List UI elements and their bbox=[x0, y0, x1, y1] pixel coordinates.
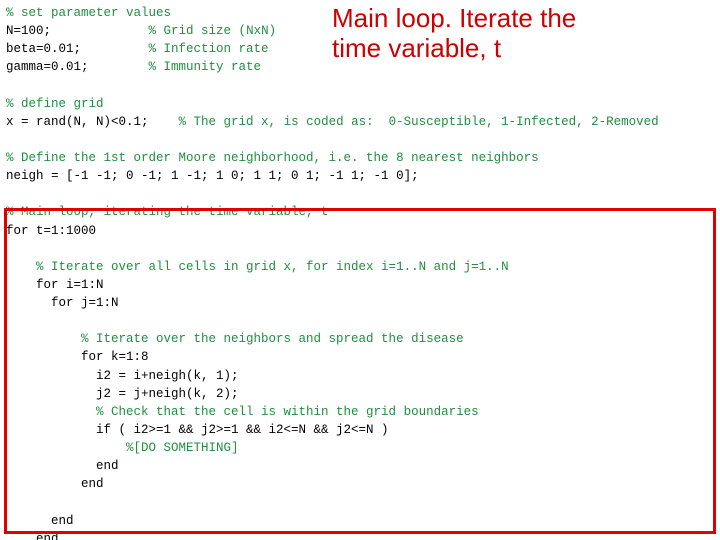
code-comment: % The grid x, is coded as: 0-Susceptible… bbox=[179, 115, 659, 129]
code-line: end bbox=[6, 477, 104, 491]
code-line: neigh = [-1 -1; 0 -1; 1 -1; 1 0; 1 1; 0 … bbox=[6, 169, 419, 183]
code-comment: % Infection rate bbox=[149, 42, 269, 56]
code-line: % Iterate over all cells in grid x, for … bbox=[6, 260, 509, 274]
code-line: % Main loop, iterating the time variable… bbox=[6, 205, 329, 219]
code-line: for i=1:N bbox=[6, 278, 104, 292]
code-line: x = rand(N, N)<0.1; bbox=[6, 115, 149, 129]
code-line: for j=1:N bbox=[6, 296, 119, 310]
code-line: %[DO SOMETHING] bbox=[6, 441, 239, 455]
annotation-line1: Main loop. Iterate the bbox=[332, 3, 576, 33]
code-line: % Define the 1st order Moore neighborhoo… bbox=[6, 151, 539, 165]
code-line: beta=0.01; bbox=[6, 42, 81, 56]
code-line: % Iterate over the neighbors and spread … bbox=[6, 332, 464, 346]
code-line: % define grid bbox=[6, 97, 104, 111]
code-line: i2 = i+neigh(k, 1); bbox=[6, 369, 239, 383]
code-block: % set parameter values N=100; % Grid siz… bbox=[0, 0, 720, 540]
code-line: if ( i2>=1 && j2>=1 && i2<=N && j2<=N ) bbox=[6, 423, 389, 437]
code-comment: % Grid size (NxN) bbox=[149, 24, 277, 38]
code-line: end bbox=[6, 459, 119, 473]
code-line: gamma=0.01; bbox=[6, 60, 89, 74]
code-line: N=100; bbox=[6, 24, 51, 38]
code-line: for k=1:8 bbox=[6, 350, 149, 364]
code-line: end bbox=[6, 514, 74, 528]
code-line: for t=1:1000 bbox=[6, 224, 96, 238]
code-line: j2 = j+neigh(k, 2); bbox=[6, 387, 239, 401]
annotation-line2: time variable, t bbox=[332, 33, 501, 63]
code-comment: % Immunity rate bbox=[149, 60, 262, 74]
code-line: end bbox=[6, 532, 59, 540]
code-line: % Check that the cell is within the grid… bbox=[6, 405, 479, 419]
annotation-text: Main loop. Iterate the time variable, t bbox=[332, 4, 712, 64]
code-line: % set parameter values bbox=[6, 6, 171, 20]
